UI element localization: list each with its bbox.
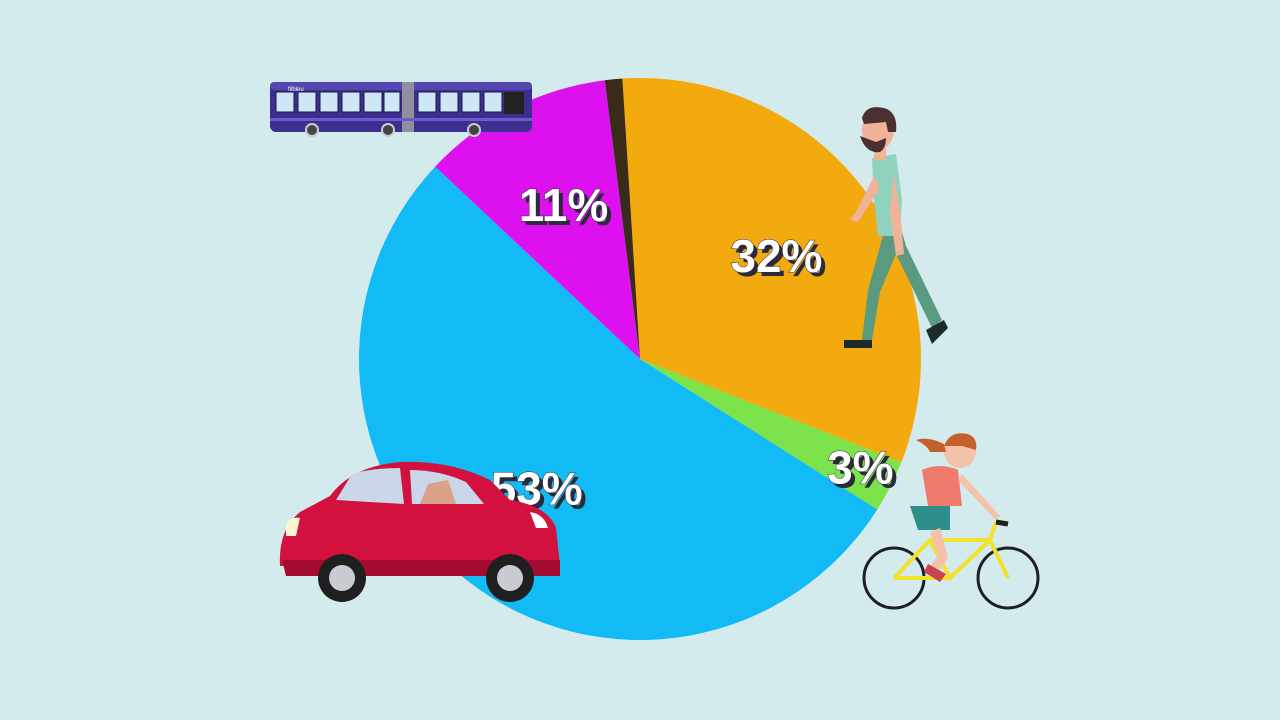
pie-slice-bus xyxy=(435,80,640,360)
bus-brand-text: filbleu xyxy=(288,87,304,93)
bus-icon: filbleu xyxy=(270,82,532,137)
pie-label-shadow-cycling: 3% xyxy=(831,445,897,497)
pie-label-shadow-walking: 32% xyxy=(734,234,826,286)
pie-label-shadow-bus: 11% xyxy=(523,183,613,235)
pie-slice-cycling xyxy=(640,359,902,510)
car-icon xyxy=(279,461,560,602)
cyclist-icon xyxy=(862,433,1040,610)
pie-label-cycling: 3% xyxy=(827,441,893,493)
pie-slice-other xyxy=(604,78,640,359)
pie-labels: 32%32%3%3%53%53%11%11% xyxy=(490,178,897,518)
pie-slice-walking xyxy=(622,77,922,463)
pie-label-walking: 32% xyxy=(730,230,822,282)
pedestrian-icon xyxy=(844,107,948,348)
pie-label-bus: 11% xyxy=(519,179,609,231)
